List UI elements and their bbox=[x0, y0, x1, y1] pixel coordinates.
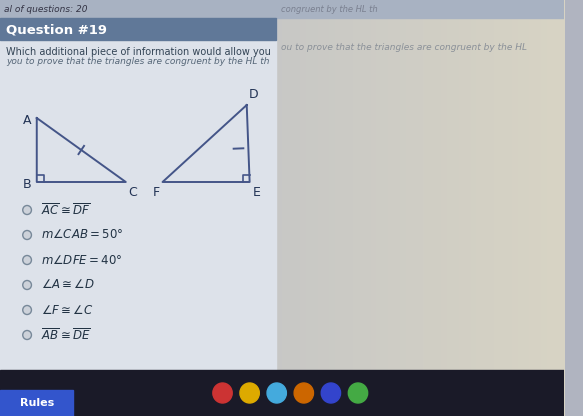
Text: you to prove that the triangles are congruent by the HL th: you to prove that the triangles are cong… bbox=[6, 57, 269, 67]
Circle shape bbox=[23, 330, 31, 339]
Circle shape bbox=[321, 383, 340, 403]
Text: $\overline{AB} \cong \overline{DE}$: $\overline{AB} \cong \overline{DE}$ bbox=[41, 327, 90, 343]
Text: Question #19: Question #19 bbox=[6, 23, 107, 37]
Circle shape bbox=[240, 383, 259, 403]
Text: $\angle F \cong \angle C$: $\angle F \cong \angle C$ bbox=[41, 304, 93, 317]
Circle shape bbox=[23, 280, 31, 290]
Bar bbox=[0, 18, 276, 370]
Circle shape bbox=[23, 206, 31, 215]
Circle shape bbox=[23, 305, 31, 314]
Bar bbox=[0, 0, 564, 18]
Circle shape bbox=[213, 383, 232, 403]
Text: Rules: Rules bbox=[20, 398, 54, 408]
Circle shape bbox=[348, 383, 368, 403]
Text: F: F bbox=[153, 186, 160, 198]
Text: C: C bbox=[129, 186, 138, 198]
Text: B: B bbox=[23, 178, 32, 191]
Text: $m\angle DFE = 40°$: $m\angle DFE = 40°$ bbox=[41, 253, 122, 267]
Text: ou to prove that the triangles are congruent by the HL: ou to prove that the triangles are congr… bbox=[280, 44, 526, 52]
Bar bbox=[0, 390, 72, 416]
Circle shape bbox=[294, 383, 314, 403]
Text: congruent by the HL th: congruent by the HL th bbox=[280, 5, 377, 15]
Text: $\angle A \cong \angle D$: $\angle A \cong \angle D$ bbox=[41, 278, 94, 292]
Circle shape bbox=[23, 255, 31, 265]
Circle shape bbox=[267, 383, 286, 403]
Text: $\overline{AC} \cong \overline{DF}$: $\overline{AC} \cong \overline{DF}$ bbox=[41, 202, 90, 218]
Bar bbox=[0, 18, 276, 40]
Text: A: A bbox=[23, 114, 31, 126]
Bar bbox=[0, 370, 564, 416]
Text: $m\angle CAB = 50°$: $m\angle CAB = 50°$ bbox=[41, 228, 123, 242]
Circle shape bbox=[23, 230, 31, 240]
Text: Which additional piece of information would allow you: Which additional piece of information wo… bbox=[6, 47, 271, 57]
Text: al of questions: 20: al of questions: 20 bbox=[4, 5, 87, 15]
Text: D: D bbox=[249, 89, 258, 102]
Text: E: E bbox=[252, 186, 261, 198]
